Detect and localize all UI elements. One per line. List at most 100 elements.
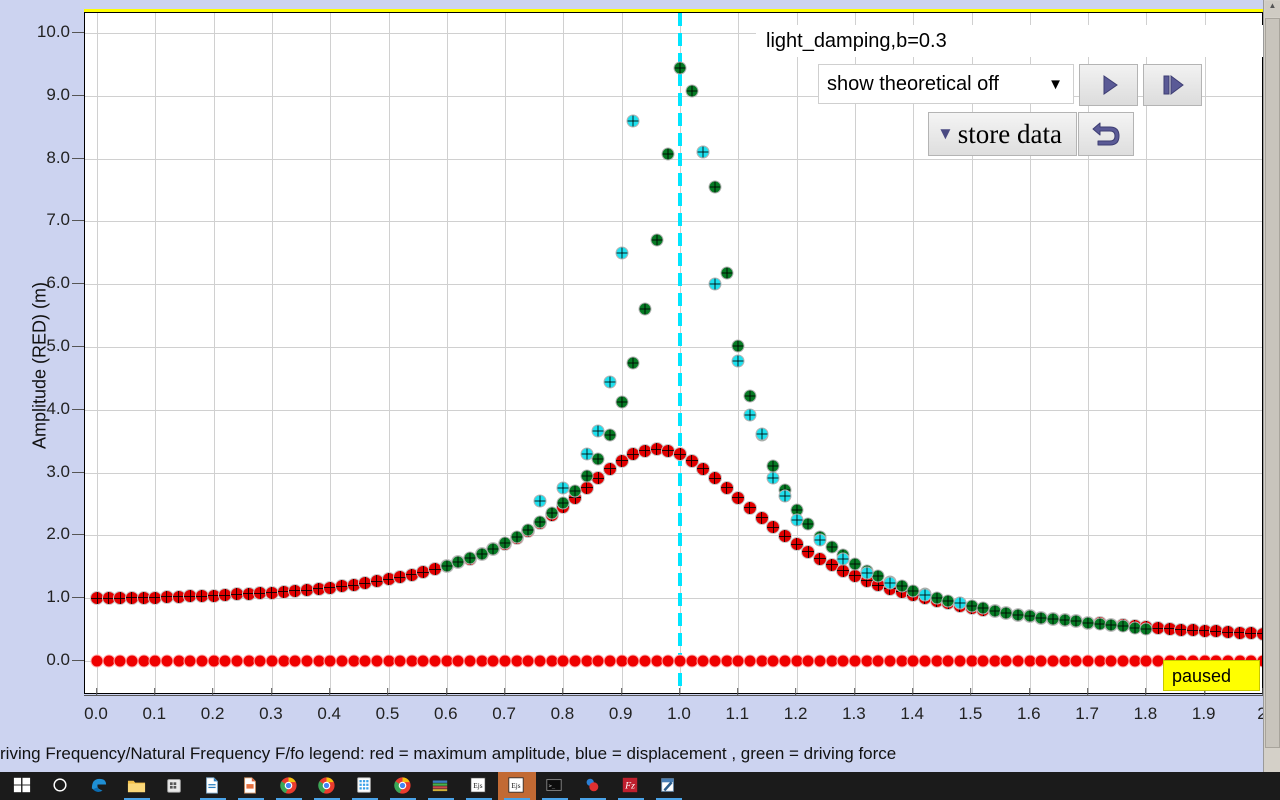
- y-axis-tick: 8.0: [0, 148, 84, 168]
- data-point: [184, 655, 196, 667]
- taskbar-running-indicator: [580, 798, 606, 800]
- taskbar-running-indicator: [124, 798, 150, 800]
- data-point: [1233, 626, 1246, 639]
- taskbar-item-file-explorer[interactable]: [118, 772, 156, 800]
- data-point: [1012, 609, 1024, 621]
- data-point: [662, 444, 675, 457]
- data-point: [604, 655, 616, 667]
- data-point: [557, 655, 569, 667]
- x-tick-label: 0.4: [317, 704, 342, 723]
- vertical-scrollbar[interactable]: ▲: [1263, 0, 1280, 772]
- data-point: [1140, 623, 1152, 635]
- data-point: [429, 563, 442, 576]
- data-point: [1105, 655, 1117, 667]
- x-tick-mark: [445, 688, 447, 695]
- gridline-horizontal: [85, 221, 1262, 223]
- resonance-plot[interactable]: [84, 12, 1263, 694]
- store-data-button[interactable]: ▼ store data: [927, 112, 1077, 156]
- taskbar-item-libreoffice-writer[interactable]: [194, 772, 232, 800]
- y-tick-label: 1.0: [46, 587, 70, 607]
- doc-blue-icon: [203, 776, 223, 796]
- taskbar-item-screen-capture[interactable]: [650, 772, 688, 800]
- gridline-vertical: [271, 13, 273, 693]
- undo-button[interactable]: [1078, 112, 1134, 156]
- step-button[interactable]: [1143, 64, 1202, 106]
- x-tick-label: 1.3: [842, 704, 866, 723]
- x-tick-mark: [504, 688, 506, 695]
- data-point: [919, 655, 931, 667]
- y-tick-mark: [72, 94, 84, 96]
- taskbar-item-app-grid[interactable]: [346, 772, 384, 800]
- x-tick-mark: [1262, 688, 1263, 695]
- taskbar-running-indicator: [656, 798, 682, 800]
- taskbar-running-indicator: [542, 798, 568, 800]
- y-axis-tick: 2.0: [0, 524, 84, 544]
- filezilla-icon: Fz: [621, 776, 641, 796]
- data-point: [417, 655, 429, 667]
- x-tick-label: 1.6: [1016, 704, 1041, 723]
- taskbar-item-ejs-console-2[interactable]: Ejs: [498, 772, 536, 800]
- taskbar-item-chrome-2[interactable]: [308, 772, 346, 800]
- x-tick-label: 1.5: [958, 704, 983, 723]
- gridline-vertical: [1088, 13, 1090, 693]
- data-point: [721, 267, 733, 279]
- y-axis: 0.0 1.0 2.0 3.0 4.0 5.0 6.0 7.0 8.0 9.0 10.0: [0, 12, 84, 694]
- gridline-vertical: [97, 13, 98, 693]
- data-point: [499, 537, 511, 549]
- data-point: [114, 655, 126, 667]
- taskbar-item-start-button[interactable]: [4, 772, 42, 800]
- data-point: [125, 591, 138, 604]
- taskbar-item-cortana-search[interactable]: [42, 772, 80, 800]
- taskbar-item-chrome-3[interactable]: [384, 772, 422, 800]
- taskbar-item-ejs-console-1[interactable]: Ejs: [460, 772, 498, 800]
- data-point: [569, 485, 581, 497]
- data-point: [697, 655, 709, 667]
- x-axis-tick: 1.5: [958, 688, 983, 724]
- store-bag-icon: [165, 776, 185, 796]
- data-point: [406, 655, 418, 667]
- x-tick-mark: [1145, 688, 1147, 695]
- data-point: [744, 409, 756, 421]
- data-point: [254, 587, 267, 600]
- gridline-vertical: [563, 13, 565, 693]
- x-axis-tick: 0.8: [551, 688, 574, 724]
- chevron-down-icon: ▼: [936, 124, 954, 143]
- data-point: [581, 655, 593, 667]
- data-point: [825, 558, 838, 571]
- x-tick-mark: [1087, 688, 1089, 695]
- data-point: [954, 655, 966, 667]
- data-point: [522, 655, 534, 667]
- data-point: [394, 571, 407, 584]
- y-tick-label: 8.0: [46, 147, 70, 167]
- taskbar-item-chrome-1[interactable]: [270, 772, 308, 800]
- theoretical-select[interactable]: show theoretical off ▼: [818, 64, 1074, 104]
- data-point: [1117, 620, 1129, 632]
- taskbar-item-command-prompt[interactable]: >_: [536, 772, 574, 800]
- data-point: [872, 579, 885, 591]
- data-point: [347, 579, 360, 591]
- data-point: [324, 655, 336, 667]
- data-point: [557, 497, 569, 509]
- data-point: [499, 655, 511, 667]
- data-point: [370, 575, 383, 588]
- taskbar-item-microsoft-store[interactable]: [156, 772, 194, 800]
- status-badge: paused: [1163, 660, 1260, 691]
- data-point: [137, 591, 150, 604]
- scrollbar-thumb[interactable]: [1265, 18, 1280, 748]
- scroll-up-button[interactable]: ▲: [1265, 1, 1280, 17]
- x-tick-mark: [212, 688, 214, 695]
- data-point: [546, 655, 558, 667]
- gridline-horizontal: [85, 33, 1262, 34]
- taskbar-item-filezilla[interactable]: Fz: [612, 772, 650, 800]
- data-point: [732, 491, 745, 504]
- chrome-icon: [393, 776, 413, 796]
- x-axis-tick: 1.9: [1192, 688, 1216, 724]
- taskbar-item-edge-browser[interactable]: [80, 772, 118, 800]
- data-point: [511, 655, 523, 667]
- play-button[interactable]: [1079, 64, 1138, 106]
- taskbar-item-libreoffice-impress[interactable]: [232, 772, 270, 800]
- data-point: [802, 655, 814, 667]
- taskbar-item-winrar[interactable]: [422, 772, 460, 800]
- taskbar-item-media-player[interactable]: [574, 772, 612, 800]
